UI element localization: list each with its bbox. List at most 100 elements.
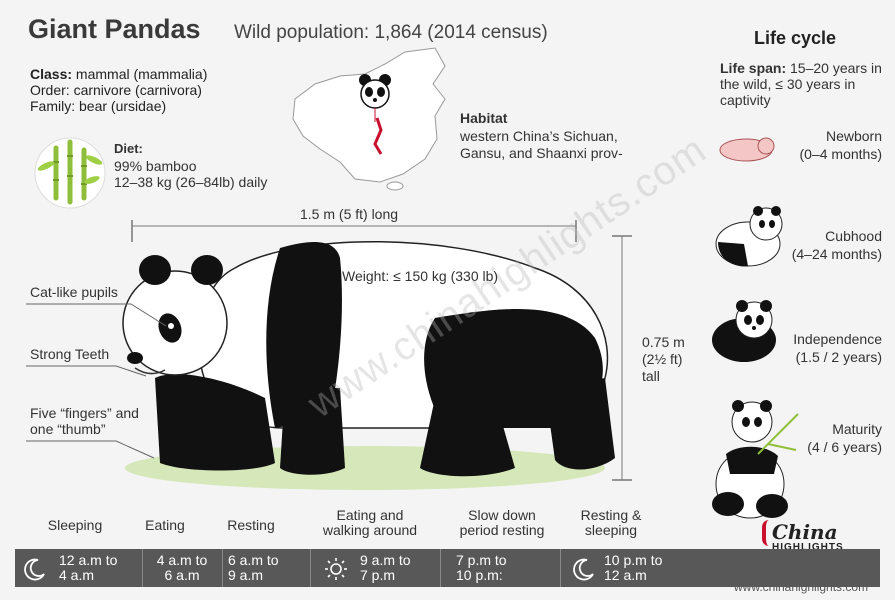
- time-4-end: 7 p.m: [360, 567, 396, 583]
- timeline-segment-5: 7 p.m to 10 p.m:: [440, 549, 561, 587]
- weight-label: Weight: ≤ 150 kg (330 lb): [342, 268, 499, 284]
- family-text: Family: bear (ursidae): [30, 98, 167, 114]
- timeline-time-3: 6 a.m to 9 a.m: [228, 553, 279, 583]
- activity-eating-walking: Eating and walking around: [300, 508, 440, 538]
- timeline-segment-4: 9 a.m to 7 p.m: [310, 549, 441, 587]
- life-span-value: 15–20 years in the wild, ≤ 30 years in c…: [720, 60, 882, 108]
- activity-eating-l1: Eating: [145, 517, 185, 533]
- order-text: Order: carnivore (carnivora): [30, 82, 202, 98]
- activity-sleeping-l1: Sleeping: [47, 517, 103, 533]
- mature-panda-icon: [712, 400, 799, 519]
- callout-fingers-line-2: one “thumb”: [30, 421, 106, 437]
- length-label: 1.5 m (5 ft) long: [300, 206, 399, 222]
- stage-cubhood: Cubhood (4–24 months): [760, 227, 882, 263]
- time-2-end: 6 a.m: [164, 567, 200, 583]
- activity-resting-sleeping-l2: sleeping: [584, 522, 638, 538]
- height-line-3: tall: [642, 368, 660, 384]
- stage-newborn-name: Newborn: [825, 128, 882, 144]
- activity-resting-l1: Resting: [227, 517, 275, 533]
- stage-independence-name: Independence: [793, 331, 882, 347]
- diet-line-1: 99% bamboo: [114, 158, 197, 174]
- stage-independence: Independence (1.5 / 2 years): [760, 330, 882, 366]
- timeline-time-6: 10 p.m to 12 a.m: [604, 553, 662, 583]
- class-label: Class:: [30, 66, 73, 82]
- timeline-segment-6: 10 p.m to 12 a.m: [560, 549, 690, 587]
- time-5-end: 10 p.m:: [456, 567, 503, 583]
- cub-panda-icon: [715, 206, 783, 267]
- activity-sleeping: Sleeping: [28, 518, 122, 533]
- sun-icon: [325, 558, 347, 580]
- habitat-line-2: Gansu, and Shaanxi prov-: [460, 145, 623, 161]
- taxonomy-block: Class: mammal (mammalia) Order: carnivor…: [30, 66, 207, 114]
- newborn-panda-icon: [719, 137, 775, 162]
- callout-teeth: Strong Teeth: [30, 346, 110, 362]
- callout-fingers-line-1: Five “fingers” and: [30, 405, 139, 421]
- stage-maturity-name: Maturity: [832, 421, 882, 437]
- height-line-2: (2½ ft): [642, 351, 683, 367]
- stage-cubhood-period: (4–24 months): [791, 246, 882, 262]
- bamboo-icon: [34, 137, 106, 209]
- habitat-title: Habitat: [460, 110, 508, 126]
- time-3-start: 6 a.m to: [228, 552, 279, 568]
- timeline-bar: 12 a.m to 4 a.m 4 a.m to 6 a.m 6 a.m to …: [15, 549, 880, 587]
- habitat-line-1: western China’s Sichuan,: [460, 128, 618, 144]
- activity-slow-down: Slow down period resting: [432, 508, 572, 538]
- stage-cubhood-name: Cubhood: [825, 228, 882, 244]
- activity-eating-walking-l2: walking around: [322, 522, 418, 538]
- diet-line-2: 12–38 kg (26–84lb) daily: [114, 174, 268, 190]
- class-value: mammal (mammalia): [72, 66, 208, 82]
- time-4-start: 9 a.m to: [360, 552, 411, 568]
- height-bracket: [612, 235, 632, 481]
- stage-maturity-period: (4 / 6 years): [807, 439, 882, 455]
- time-1-end: 4 a.m: [59, 567, 95, 583]
- activity-resting-sleeping: Resting & sleeping: [556, 508, 666, 538]
- activity-resting-sleeping-l1: Resting &: [580, 507, 642, 523]
- timeline-time-5: 7 p.m to 10 p.m:: [456, 553, 507, 583]
- life-span-label: Life span:: [720, 60, 787, 76]
- timeline-segment-2: 4 a.m to 6 a.m: [142, 549, 223, 587]
- time-2-start: 4 a.m to: [156, 552, 208, 568]
- panda-head-icon: [359, 74, 391, 109]
- timeline-time-4: 9 a.m to 7 p.m: [360, 553, 411, 583]
- height-line-1: 0.75 m: [642, 334, 685, 350]
- callout-lines: [26, 303, 167, 459]
- stage-newborn: Newborn (0–4 months): [760, 127, 882, 163]
- page-title: Giant Pandas: [28, 14, 201, 44]
- time-6-end: 12 a.m: [604, 567, 647, 583]
- time-1-start: 12 a.m to: [59, 552, 118, 568]
- activity-eating-walking-l1: Eating and: [336, 507, 404, 523]
- diet-title: Diet:: [114, 141, 143, 156]
- timeline-time-1: 12 a.m to 4 a.m: [59, 553, 117, 583]
- logo-swoosh-icon: [762, 520, 776, 546]
- china-map-icon: [292, 47, 446, 191]
- panda-illustration: [122, 241, 615, 490]
- timeline-segment-1: 12 a.m to 4 a.m: [15, 549, 143, 587]
- wild-population: Wild population: 1,864 (2014 census): [234, 22, 548, 43]
- china-highlights-logo: China HIGHLIGHTS: [772, 522, 844, 553]
- callout-fingers: Five “fingers” and one “thumb”: [30, 405, 139, 437]
- logo-bottom-text: HIGHLIGHTS: [772, 542, 844, 553]
- life-span-text: Life span: 15–20 years in the wild, ≤ 30…: [720, 60, 890, 108]
- moon-icon: [24, 558, 45, 581]
- habitat-text: western China’s Sichuan, Gansu, and Shaa…: [460, 128, 623, 162]
- moon-icon: [573, 558, 594, 581]
- independent-panda-icon: [712, 300, 776, 362]
- activity-slow-down-l1: Slow down: [468, 507, 536, 523]
- timeline-segment-3: 6 a.m to 9 a.m: [222, 549, 311, 587]
- callout-pupils: Cat-like pupils: [30, 284, 118, 300]
- activity-slow-down-l2: period resting: [459, 522, 545, 538]
- activity-eating: Eating: [118, 518, 212, 533]
- life-cycle-title: Life cycle: [754, 28, 837, 48]
- time-3-end: 9 a.m: [228, 567, 264, 583]
- activity-resting: Resting: [204, 518, 298, 533]
- timeline-time-2: 4 a.m to 6 a.m: [142, 553, 222, 583]
- logo-top-text: China: [772, 520, 838, 544]
- diet-text: 99% bamboo 12–38 kg (26–84lb) daily: [114, 158, 267, 190]
- length-bracket: [131, 220, 577, 242]
- height-label: 0.75 m (2½ ft) tall: [642, 334, 685, 385]
- stage-maturity: Maturity (4 / 6 years): [760, 420, 882, 456]
- time-6-start: 10 p.m to: [604, 552, 663, 568]
- stage-independence-period: (1.5 / 2 years): [795, 349, 882, 365]
- time-5-start: 7 p.m to: [456, 552, 507, 568]
- stage-newborn-period: (0–4 months): [799, 146, 882, 162]
